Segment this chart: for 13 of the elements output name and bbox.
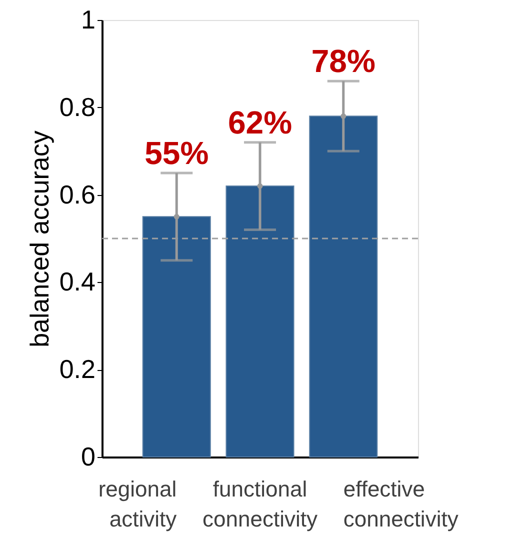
- y-tick-label: 0: [81, 442, 96, 472]
- y-axis-title: balanced accuracy: [24, 130, 54, 348]
- x-tick-label: regional activity: [98, 476, 177, 532]
- data-label: 78%: [311, 43, 376, 80]
- data-label: 55%: [144, 134, 209, 171]
- y-tick-label: 0.6: [59, 179, 96, 210]
- y-tick-label: 0.4: [59, 266, 96, 297]
- x-tick-label: effective connectivity: [343, 476, 458, 532]
- data-label: 62%: [228, 104, 292, 140]
- x-tick-label: functional connectivity: [202, 476, 318, 532]
- y-tick-label: 0.2: [59, 354, 96, 384]
- y-tick-label: 1: [81, 4, 96, 34]
- y-tick-label: 0.8: [59, 92, 96, 122]
